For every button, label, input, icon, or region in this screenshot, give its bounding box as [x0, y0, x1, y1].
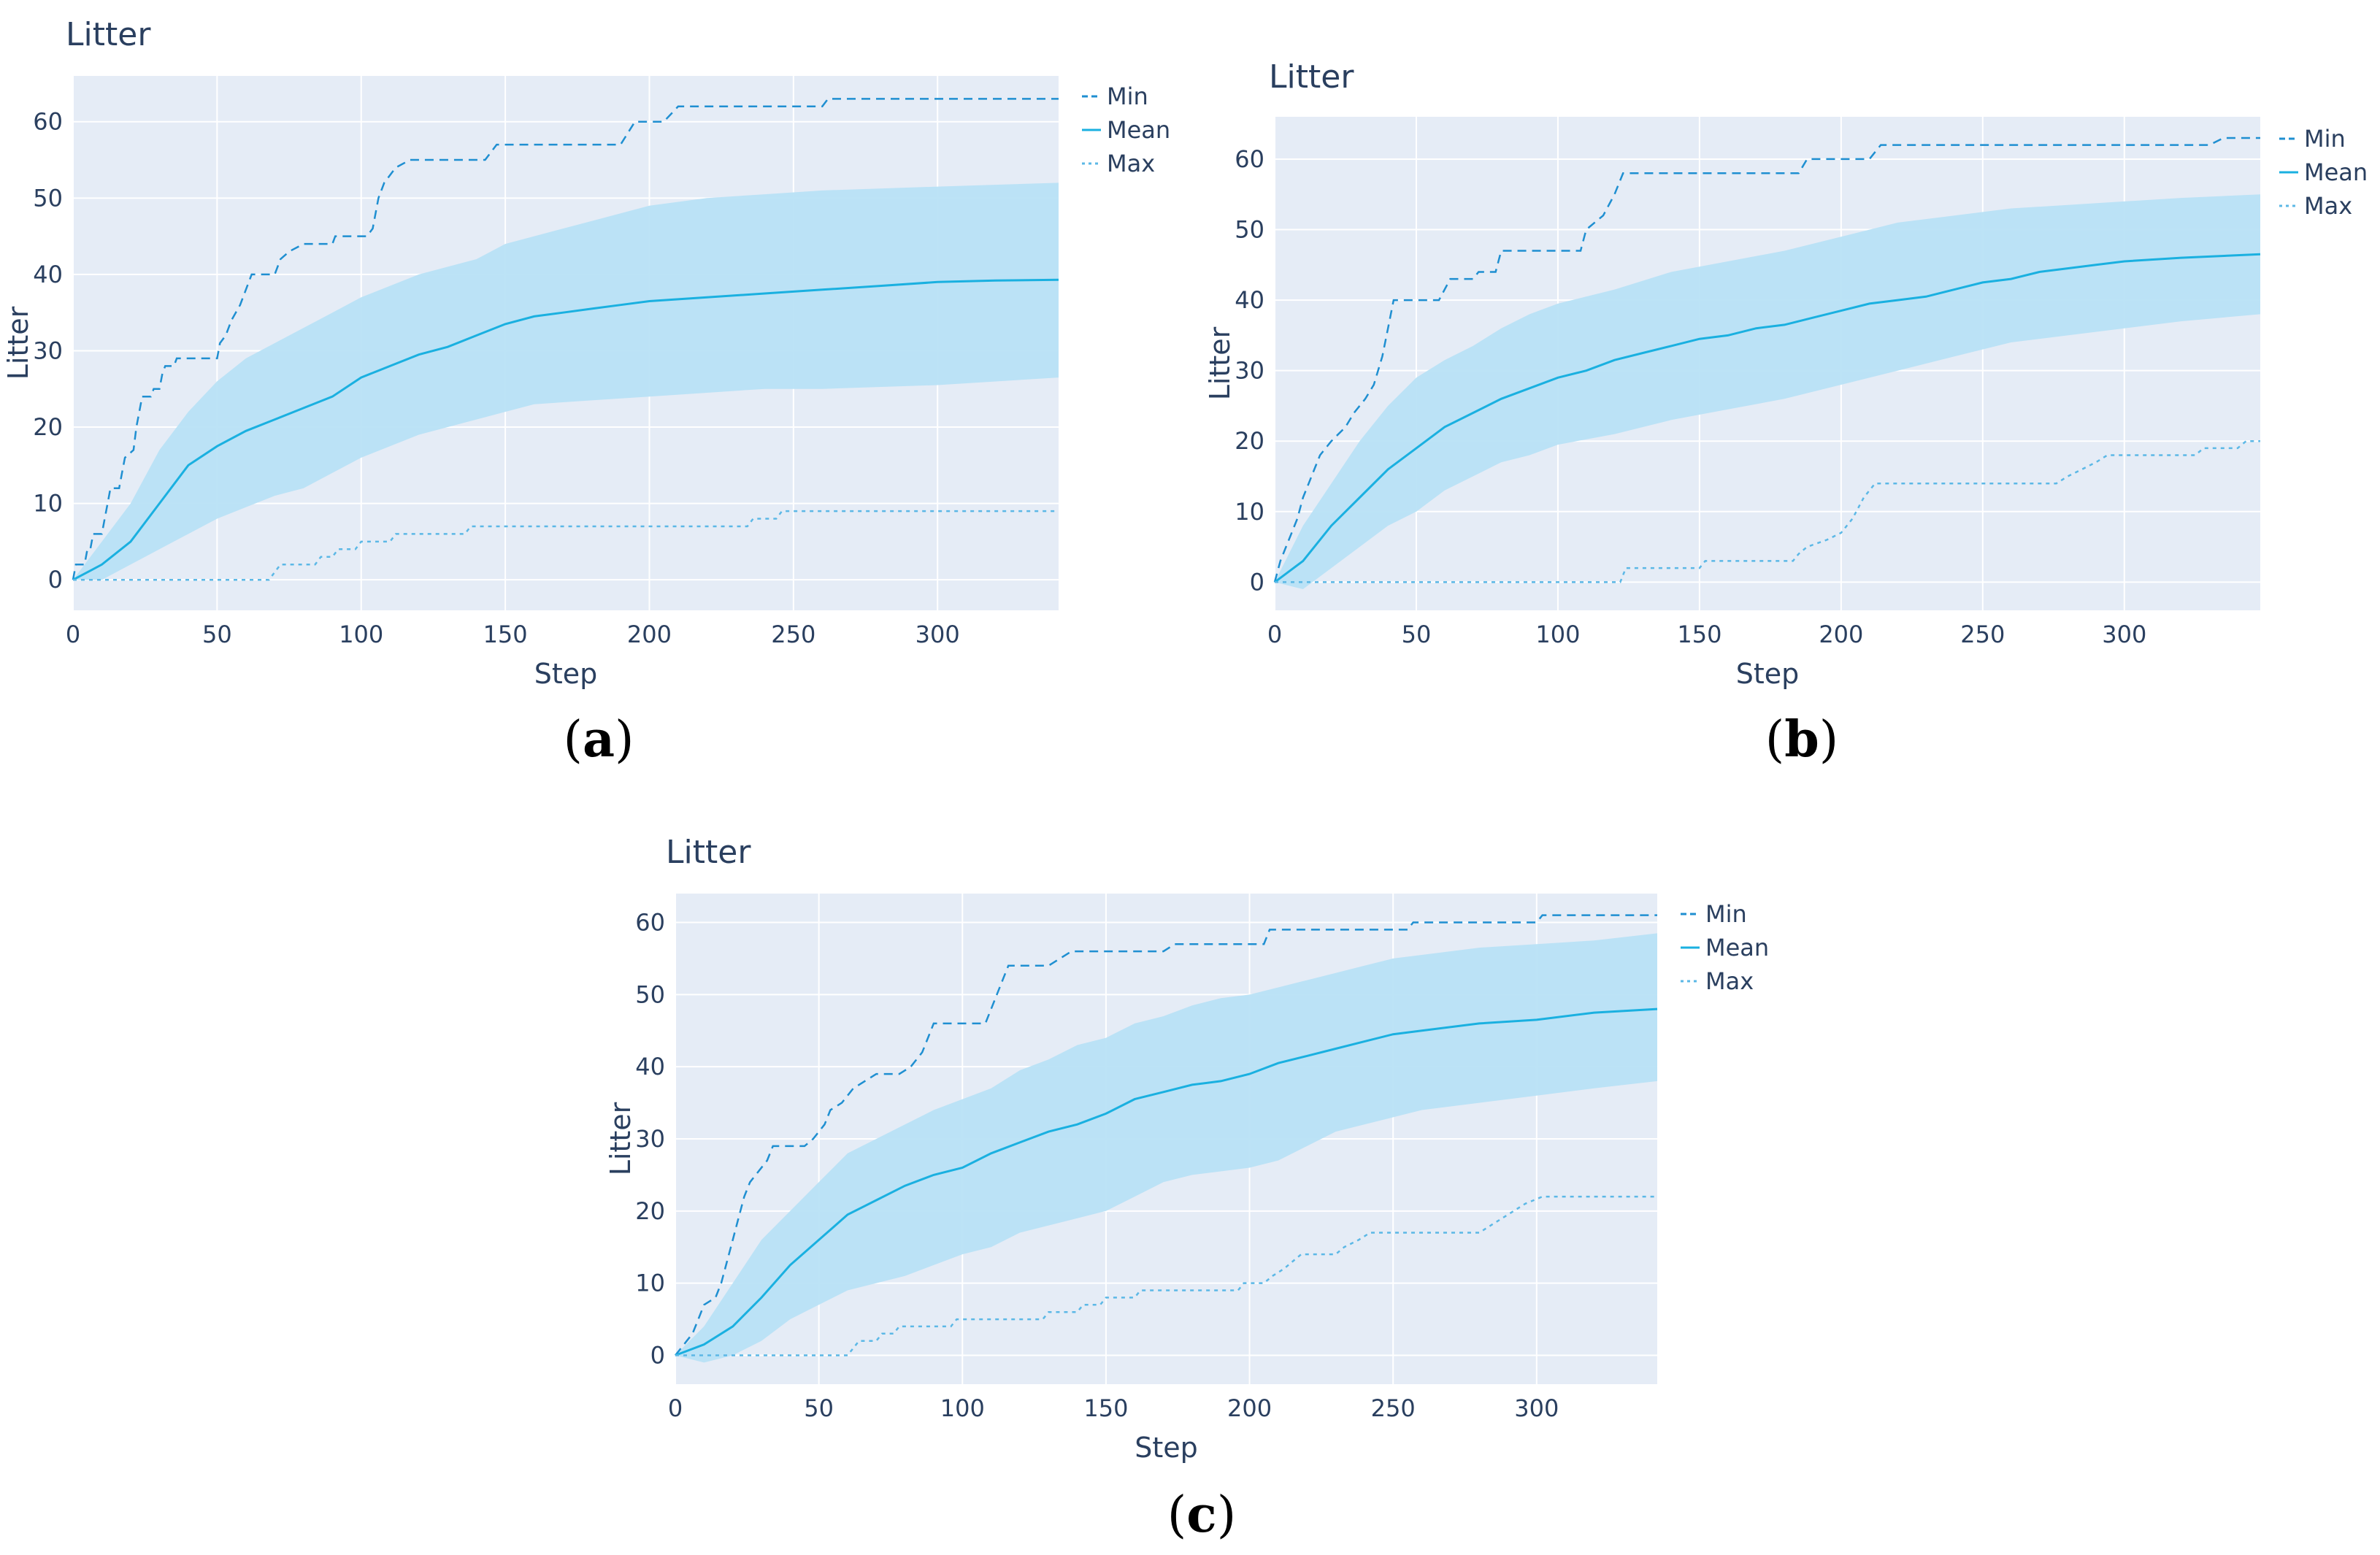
caption-paren-close: )	[615, 711, 634, 769]
y-tick-label-a-20: 20	[33, 413, 63, 441]
chart-title-a: Litter	[66, 16, 151, 53]
legend-label-min-b[interactable]: Min	[2304, 125, 2346, 153]
y-tick-label-c-20: 20	[635, 1197, 665, 1225]
x-tick-label-b-150: 150	[1677, 621, 1721, 648]
x-axis-label-b: Step	[1736, 658, 1800, 690]
subplot-a: 0 50 100 150 200 250 300 0 10 20 30 40 50 60 Step Litte…	[2, 16, 1170, 769]
y-tick-label-b-20: 20	[1235, 427, 1264, 455]
y-tick-label-b-50: 50	[1235, 216, 1264, 244]
chart-title-c: Litter	[666, 834, 751, 871]
x-tick-label-c-300: 300	[1514, 1394, 1559, 1422]
y-axis-label-c: Litter	[604, 1102, 637, 1175]
caption-paren-open: (	[1167, 1486, 1187, 1544]
y-tick-label-b-0: 0	[1250, 568, 1264, 596]
y-axis-label-b: Litter	[1204, 326, 1236, 400]
x-tick-label-c-100: 100	[940, 1394, 985, 1422]
legend-a: Min Mean Max	[1082, 82, 1170, 177]
x-tick-label-b-250: 250	[1960, 621, 2005, 648]
series-line-max-c	[675, 1195, 1657, 1356]
caption-letter: b	[1784, 710, 1819, 769]
legend-label-mean-c[interactable]: Mean	[1705, 934, 1769, 961]
legend-label-min-c[interactable]: Min	[1705, 900, 1747, 928]
series-line-min-b	[1273, 137, 2260, 583]
legend-label-min-a[interactable]: Min	[1107, 82, 1148, 110]
subplot-b: 0 50 100 150 200 250 300 0 10 20 30 40 50 60 Step Litte…	[1204, 58, 2368, 769]
y-tick-label-c-30: 30	[635, 1125, 665, 1153]
series-line-mean-b	[1274, 253, 2261, 583]
y-tick-label-b-40: 40	[1235, 286, 1264, 314]
y-tick-label-a-0: 0	[48, 566, 63, 594]
x-tick-label-c-250: 250	[1371, 1394, 1416, 1422]
x-tick-label-b-300: 300	[2102, 621, 2146, 648]
caption-paren-open: (	[1765, 711, 1785, 769]
y-tick-label-a-50: 50	[33, 184, 63, 212]
legend-c: Min Mean Max	[1681, 900, 1769, 995]
caption-letter: a	[583, 710, 615, 769]
x-tick-label-c-0: 0	[668, 1394, 683, 1422]
x-tick-label-b-50: 50	[1402, 621, 1432, 648]
caption-paren-close: )	[1217, 1486, 1237, 1544]
x-tick-label-b-0: 0	[1267, 621, 1282, 648]
x-tick-label-b-100: 100	[1535, 621, 1580, 648]
y-tick-label-c-40: 40	[635, 1053, 665, 1080]
legend-b: Min Mean Max	[2279, 125, 2368, 220]
y-tick-label-c-0: 0	[650, 1341, 665, 1369]
y-tick-label-c-50: 50	[635, 980, 665, 1008]
x-tick-label-c-150: 150	[1083, 1394, 1128, 1422]
series-line-max-a	[73, 510, 1059, 581]
std-band-b	[1275, 194, 2260, 589]
y-tick-label-b-60: 60	[1235, 145, 1264, 173]
legend-label-max-b[interactable]: Max	[2304, 192, 2352, 220]
caption-paren-open: (	[563, 711, 583, 769]
y-tick-label-c-10: 10	[635, 1270, 665, 1297]
x-tick-label-a-200: 200	[627, 621, 672, 648]
legend-label-mean-b[interactable]: Mean	[2304, 158, 2368, 186]
x-tick-label-a-50: 50	[202, 621, 232, 648]
series-line-mean-c	[675, 1007, 1658, 1356]
y-tick-label-a-60: 60	[33, 108, 63, 136]
std-band-a	[73, 183, 1059, 580]
caption-b: (b)	[1765, 710, 1839, 769]
x-axis-label-c: Step	[1135, 1432, 1198, 1464]
caption-c: (c)	[1167, 1486, 1236, 1544]
series-line-min-c	[675, 914, 1657, 1356]
x-tick-label-c-50: 50	[804, 1394, 834, 1422]
series-line-mean-a	[72, 278, 1059, 581]
legend-label-mean-a[interactable]: Mean	[1107, 116, 1170, 144]
y-tick-label-c-60: 60	[635, 909, 665, 937]
y-tick-label-a-30: 30	[33, 337, 63, 364]
x-tick-label-c-200: 200	[1227, 1394, 1272, 1422]
caption-paren-close: )	[1819, 711, 1839, 769]
x-tick-label-b-200: 200	[1819, 621, 1863, 648]
x-axis-label-a: Step	[534, 658, 598, 690]
x-tick-label-a-250: 250	[771, 621, 815, 648]
series-line-min-a	[72, 98, 1059, 580]
x-tick-label-a-300: 300	[915, 621, 960, 648]
caption-a: (a)	[563, 710, 634, 769]
y-tick-label-a-40: 40	[33, 261, 63, 288]
y-tick-label-b-10: 10	[1235, 498, 1264, 526]
legend-label-max-a[interactable]: Max	[1107, 150, 1155, 177]
x-tick-label-a-100: 100	[339, 621, 383, 648]
x-tick-label-a-0: 0	[66, 621, 80, 648]
chart-title-b: Litter	[1269, 58, 1354, 96]
std-band-c	[675, 933, 1657, 1363]
subplot-c: 0 50 100 150 200 250 300 0 10 20 30 40 50 60 Step Litte…	[604, 834, 1769, 1544]
y-tick-label-b-30: 30	[1235, 357, 1264, 385]
y-axis-label-a: Litter	[2, 306, 34, 380]
y-tick-label-a-10: 10	[33, 490, 63, 518]
legend-label-max-c[interactable]: Max	[1705, 967, 1754, 995]
x-tick-label-a-150: 150	[483, 621, 528, 648]
caption-letter: c	[1186, 1486, 1216, 1544]
